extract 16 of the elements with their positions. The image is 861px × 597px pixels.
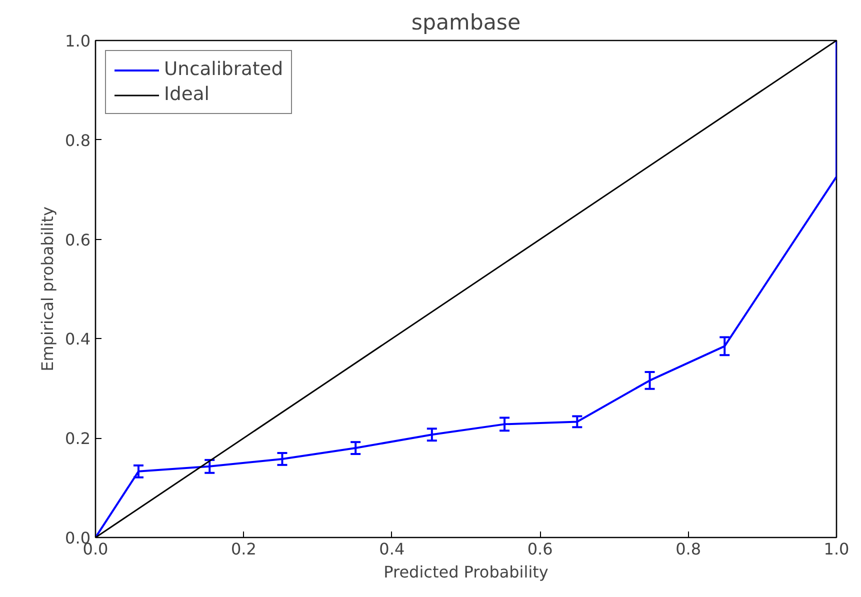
y-tick-label: 0.8	[65, 130, 91, 150]
legend-label: Ideal	[164, 84, 210, 105]
x-tick-label: 0.6	[527, 540, 553, 558]
line-series	[96, 40, 836, 538]
y-tick-label: 0.6	[65, 230, 91, 250]
y-tick-label: 0.4	[65, 330, 91, 349]
x-tick-label: 0.2	[230, 540, 256, 558]
x-axis-title: Predicted Probability	[384, 562, 548, 582]
x-tick-label: 0.8	[676, 540, 702, 558]
y-tick-label: 0.2	[65, 429, 91, 448]
y-axis-title: Empirical probability	[38, 206, 58, 372]
x-tick-label: 1.0	[824, 540, 850, 558]
y-tick-label: 1.0	[65, 32, 91, 50]
chart-title: spambase	[411, 10, 521, 36]
x-tick-label: 0.4	[379, 540, 405, 558]
legend-label: Uncalibrated	[164, 59, 284, 80]
